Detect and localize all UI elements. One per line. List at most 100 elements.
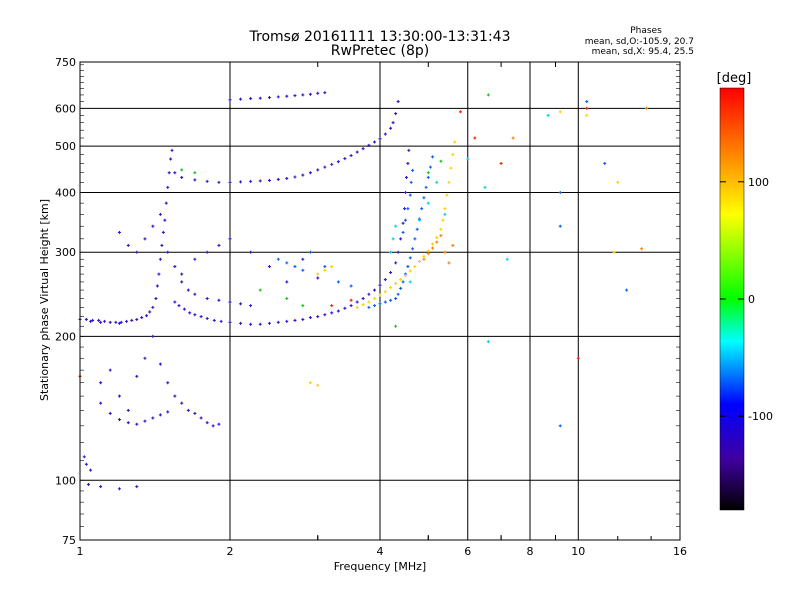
data-point [458, 110, 462, 114]
data-point [158, 257, 162, 261]
phases-heading: Phases [630, 26, 662, 36]
data-point [401, 280, 405, 284]
data-point [323, 265, 327, 269]
data-point [391, 121, 395, 125]
data-point [399, 286, 403, 290]
data-point [151, 224, 155, 228]
data-point [239, 180, 243, 184]
data-point [258, 179, 262, 183]
data-point [316, 276, 320, 280]
data-point [383, 132, 387, 136]
data-point [249, 179, 253, 183]
data-point [114, 320, 118, 324]
data-point [330, 265, 334, 269]
data-point [415, 227, 419, 231]
data-point [285, 280, 289, 284]
data-point [155, 284, 159, 288]
data-point [293, 265, 297, 269]
data-point [367, 300, 371, 304]
data-point [205, 250, 209, 254]
data-point [644, 106, 648, 110]
data-point [616, 180, 620, 184]
data-point [108, 411, 112, 415]
data-point [435, 236, 439, 240]
plot-frame [79, 61, 681, 541]
data-point [316, 272, 320, 276]
data-point [399, 278, 403, 282]
data-point [431, 242, 435, 246]
data-point [378, 283, 382, 287]
colorbar: [deg] 100 0 -100 [717, 71, 773, 511]
data-point [193, 411, 197, 415]
data-point [447, 261, 451, 265]
data-point [91, 318, 95, 322]
data-point [164, 201, 168, 205]
phases-box: Phases mean, sd,O:-105.9, 20.7 mean, sd,… [585, 26, 694, 57]
data-point [316, 315, 320, 319]
data-point [151, 305, 155, 309]
data-point [167, 171, 171, 175]
data-point [505, 257, 509, 261]
data-point [170, 148, 174, 152]
data-point [420, 207, 424, 211]
data-point [330, 304, 334, 308]
data-point [431, 155, 435, 159]
data-point [323, 91, 327, 95]
data-point [285, 261, 289, 265]
data-point [355, 305, 359, 309]
data-point [186, 288, 190, 292]
data-point [449, 166, 453, 170]
chart-subtitle: RwPretec (8p) [331, 43, 429, 59]
data-point [193, 257, 197, 261]
data-point [361, 297, 365, 301]
data-point [316, 168, 320, 172]
x-tick-label: 10 [571, 545, 585, 558]
data-point [293, 175, 297, 179]
data-point [97, 318, 101, 322]
data-point [439, 227, 443, 231]
data-point [558, 224, 562, 228]
data-point [426, 175, 430, 179]
data-point [249, 304, 253, 308]
data-point [417, 259, 421, 263]
data-point [585, 113, 589, 117]
data-point [148, 310, 152, 314]
data-point [205, 179, 209, 183]
y-tick-label: 750 [55, 56, 76, 69]
data-point [249, 322, 253, 326]
data-point [228, 180, 232, 184]
data-point [163, 218, 167, 222]
data-point [82, 455, 86, 459]
data-point [308, 316, 312, 320]
data-point [301, 93, 305, 97]
data-point [391, 237, 395, 241]
data-point [445, 193, 449, 197]
data-point [301, 304, 305, 308]
chart-title: Tromsø 20161111 13:30:00-13:31:43 [249, 29, 511, 45]
data-point [117, 487, 121, 491]
phases-mean-o: mean, sd,O:-105.9, 20.7 [585, 37, 694, 47]
data-point [267, 265, 271, 269]
data-point [383, 278, 387, 282]
data-point [145, 314, 149, 318]
y-tick-label: 100 [55, 474, 76, 487]
data-point [125, 319, 129, 323]
data-point [188, 311, 192, 315]
data-point [408, 193, 412, 197]
data-point [267, 96, 271, 100]
data-point [451, 243, 455, 247]
data-point [258, 322, 262, 326]
data-point [383, 300, 387, 304]
data-point [349, 154, 353, 158]
data-point [404, 175, 408, 179]
data-point [451, 153, 455, 157]
data-point [117, 230, 121, 234]
data-point [373, 297, 377, 301]
data-point [373, 140, 377, 144]
colorbar-ticks: 100 0 -100 [720, 176, 773, 423]
data-point [285, 94, 289, 98]
colorbar-tick-label: 100 [748, 176, 769, 189]
y-tick-label: 600 [55, 102, 76, 115]
x-tick-label: 8 [527, 545, 534, 558]
